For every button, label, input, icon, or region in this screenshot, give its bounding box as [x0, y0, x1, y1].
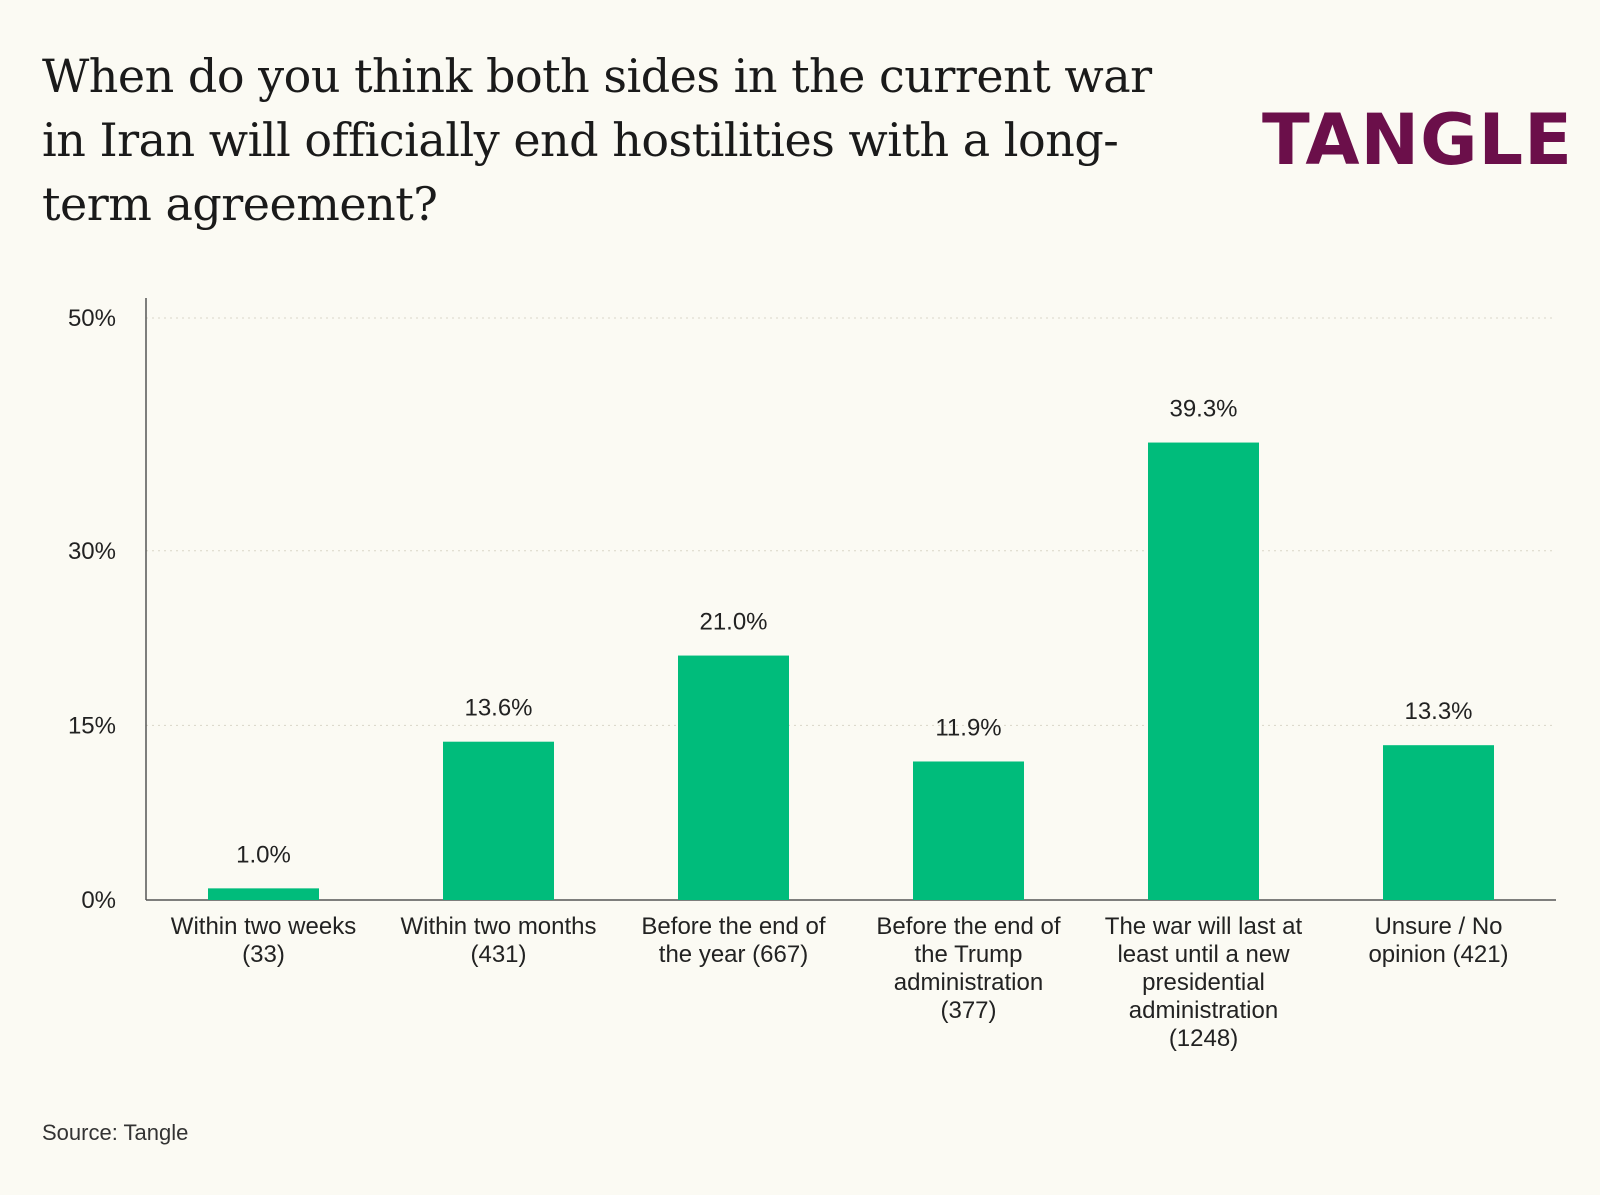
category-label: administration — [1129, 997, 1278, 1024]
value-label: 1.0% — [236, 841, 291, 868]
bar-4 — [913, 761, 1024, 900]
value-label: 39.3% — [1169, 396, 1237, 423]
category-label: presidential — [1142, 969, 1265, 996]
category-label: the Trump — [914, 941, 1022, 968]
category-label: the year (667) — [659, 941, 808, 968]
y-tick-label: 50% — [68, 305, 116, 332]
source-note: Source: Tangle — [42, 1120, 189, 1145]
category-label: Within two months — [400, 913, 596, 940]
category-label: (377) — [940, 997, 996, 1024]
category-label: opinion (421) — [1368, 941, 1508, 968]
page-title: When do you think both sides in the curr… — [42, 49, 1152, 231]
category-label: least until a new — [1117, 941, 1290, 968]
value-label: 13.6% — [464, 695, 532, 722]
grid-lines — [146, 317, 1556, 726]
category-label: (431) — [470, 941, 526, 968]
y-tick-labels: 0% 15% 30% 50% — [68, 305, 116, 914]
bar-6 — [1383, 745, 1494, 900]
value-label: 11.9% — [935, 714, 1001, 741]
brand-logo: TANGLE — [1262, 99, 1573, 181]
value-labels: 1.0% 13.6% 21.0% 11.9% 39.3% 13.3% — [236, 396, 1472, 869]
value-label: 13.3% — [1404, 698, 1472, 725]
category-label: (1248) — [1169, 1025, 1238, 1052]
y-tick-label: 15% — [68, 712, 116, 739]
category-label: The war will last at — [1105, 913, 1303, 940]
bar-3 — [678, 655, 789, 900]
bar-1 — [208, 888, 319, 900]
category-label: Before the end of — [641, 913, 825, 940]
bars — [208, 442, 1494, 900]
category-label: Unsure / No — [1374, 913, 1502, 940]
category-labels: Within two weeks(33) Within two months(43… — [171, 913, 1509, 1052]
category-label: (33) — [242, 941, 285, 968]
y-tick-label: 30% — [68, 538, 116, 565]
value-label: 21.0% — [699, 609, 767, 636]
category-label: administration — [894, 969, 1043, 996]
category-label: Before the end of — [876, 913, 1060, 940]
bar-2 — [443, 741, 554, 900]
y-tick-label: 0% — [81, 887, 116, 914]
bar-5 — [1148, 442, 1259, 900]
category-label: Within two weeks — [171, 913, 356, 940]
bar-chart: 0% 15% 30% 50% 1.0% 13.6% 21.0% 11.9% 39.3% 13.3… — [68, 298, 1556, 1052]
axes — [145, 298, 1556, 901]
